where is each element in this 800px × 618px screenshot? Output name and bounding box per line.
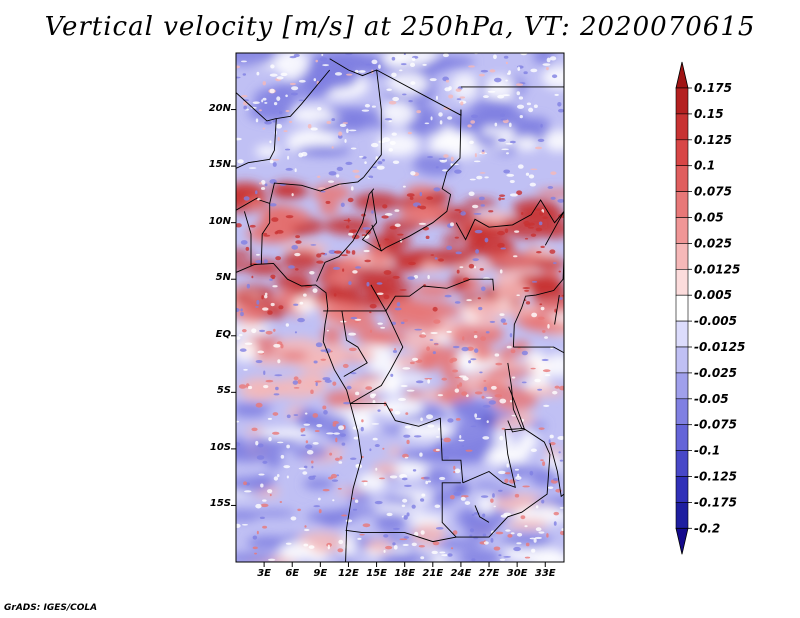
colorbar-segment — [675, 191, 689, 218]
colorbar-segment — [675, 165, 689, 192]
border-line — [513, 346, 564, 354]
colorbar-segment — [675, 243, 689, 270]
colorbar-label: 0.025 — [694, 236, 732, 250]
colorbar-label: 0.125 — [694, 133, 732, 147]
border-line — [363, 69, 382, 178]
colorbar-top-arrow — [675, 61, 689, 89]
border-line — [507, 362, 523, 429]
colorbar-segment — [675, 294, 689, 322]
lat-label: 15S — [209, 498, 231, 510]
border-line — [371, 109, 462, 252]
border-line — [350, 403, 464, 483]
border-line — [236, 69, 331, 169]
colorbar-segment — [675, 87, 689, 115]
vertical-velocity-field — [236, 53, 564, 562]
country-borders — [236, 58, 564, 562]
border-line — [341, 310, 368, 377]
border-line — [456, 428, 551, 538]
colorbar-label: -0.075 — [694, 418, 737, 432]
colorbar-label: -0.175 — [694, 495, 737, 509]
lon-label: 6E — [285, 568, 300, 579]
lon-label: 30E — [506, 568, 528, 579]
border-line — [259, 177, 364, 204]
border-line — [455, 199, 564, 241]
colorbar-segment — [675, 346, 689, 374]
lon-label: 33E — [534, 568, 556, 579]
map-frame — [235, 52, 565, 563]
lat-label: 15N — [208, 159, 231, 171]
colorbar-label: 0.175 — [694, 81, 732, 95]
colorbar-bottom-arrow — [675, 527, 689, 555]
colorbar-segment — [675, 372, 689, 400]
border-line — [236, 92, 277, 122]
colorbar-label: -0.1 — [694, 444, 720, 458]
axis-ticks — [231, 109, 546, 567]
colorbar-segment — [675, 476, 689, 503]
colorbar-segment — [675, 398, 689, 425]
grads-credit: GrADS: IGES/COLA — [4, 603, 98, 613]
border-line — [236, 262, 363, 562]
lon-label: 15E — [366, 568, 387, 579]
colorbar-label: 0.0125 — [694, 262, 740, 276]
lon-label: 27E — [478, 568, 500, 579]
colorbar-label: 0.075 — [694, 185, 732, 199]
lat-label: 5N — [215, 272, 231, 284]
border-line — [544, 211, 564, 246]
lon-label: 12E — [338, 568, 359, 579]
lat-label: 10N — [208, 215, 231, 227]
border-line — [554, 295, 560, 325]
colorbar-segment — [675, 424, 689, 451]
colorbar-segment — [675, 450, 689, 477]
lon-label: 21E — [422, 568, 444, 579]
border-line — [370, 278, 495, 312]
lat-label: 10S — [209, 441, 231, 453]
lon-label: 18E — [394, 568, 416, 579]
colorbar-segment — [675, 217, 689, 244]
border-line — [345, 482, 461, 543]
colorbar-label: 0.05 — [694, 211, 724, 225]
colorbar-label: -0.2 — [694, 521, 720, 535]
lat-label: EQ — [215, 328, 231, 340]
border-line — [329, 58, 462, 116]
border-line — [323, 310, 404, 404]
border-line — [474, 505, 490, 523]
colorbar-label: 0.005 — [694, 288, 732, 302]
lon-label: 9E — [313, 568, 328, 579]
colorbar-label: -0.025 — [694, 366, 737, 380]
border-line — [361, 190, 382, 252]
border-line — [260, 203, 271, 265]
colorbar-segment — [675, 268, 689, 296]
colorbar-segment — [675, 113, 689, 141]
lon-label: 24E — [450, 568, 472, 579]
colorbar-segment — [675, 139, 689, 167]
colorbar-label: 0.15 — [694, 107, 724, 121]
colorbar: 0.175 0.15 0.125 0.1 0.075 0.05 0.025 0.0125 0.0… — [675, 61, 745, 555]
lat-label: 5S — [216, 385, 231, 397]
lat-label: 20N — [208, 102, 231, 114]
border-line — [316, 188, 375, 282]
colorbar-label: 0.1 — [694, 159, 715, 173]
border-line — [243, 211, 252, 266]
colorbar-segment — [675, 320, 689, 348]
lon-label: 3E — [257, 568, 271, 579]
colorbar-label: -0.0125 — [694, 340, 745, 354]
chart-title: Vertical velocity [m/s] at 250hPa, VT: 2… — [44, 12, 756, 42]
border-line — [507, 386, 526, 433]
border-line — [512, 256, 564, 348]
colorbar-segment — [675, 502, 689, 529]
colorbar-label: -0.125 — [694, 470, 737, 484]
colorbar-label: -0.005 — [694, 314, 737, 328]
border-line — [236, 197, 258, 211]
colorbar-label: -0.05 — [694, 392, 729, 406]
border-line — [549, 443, 564, 498]
